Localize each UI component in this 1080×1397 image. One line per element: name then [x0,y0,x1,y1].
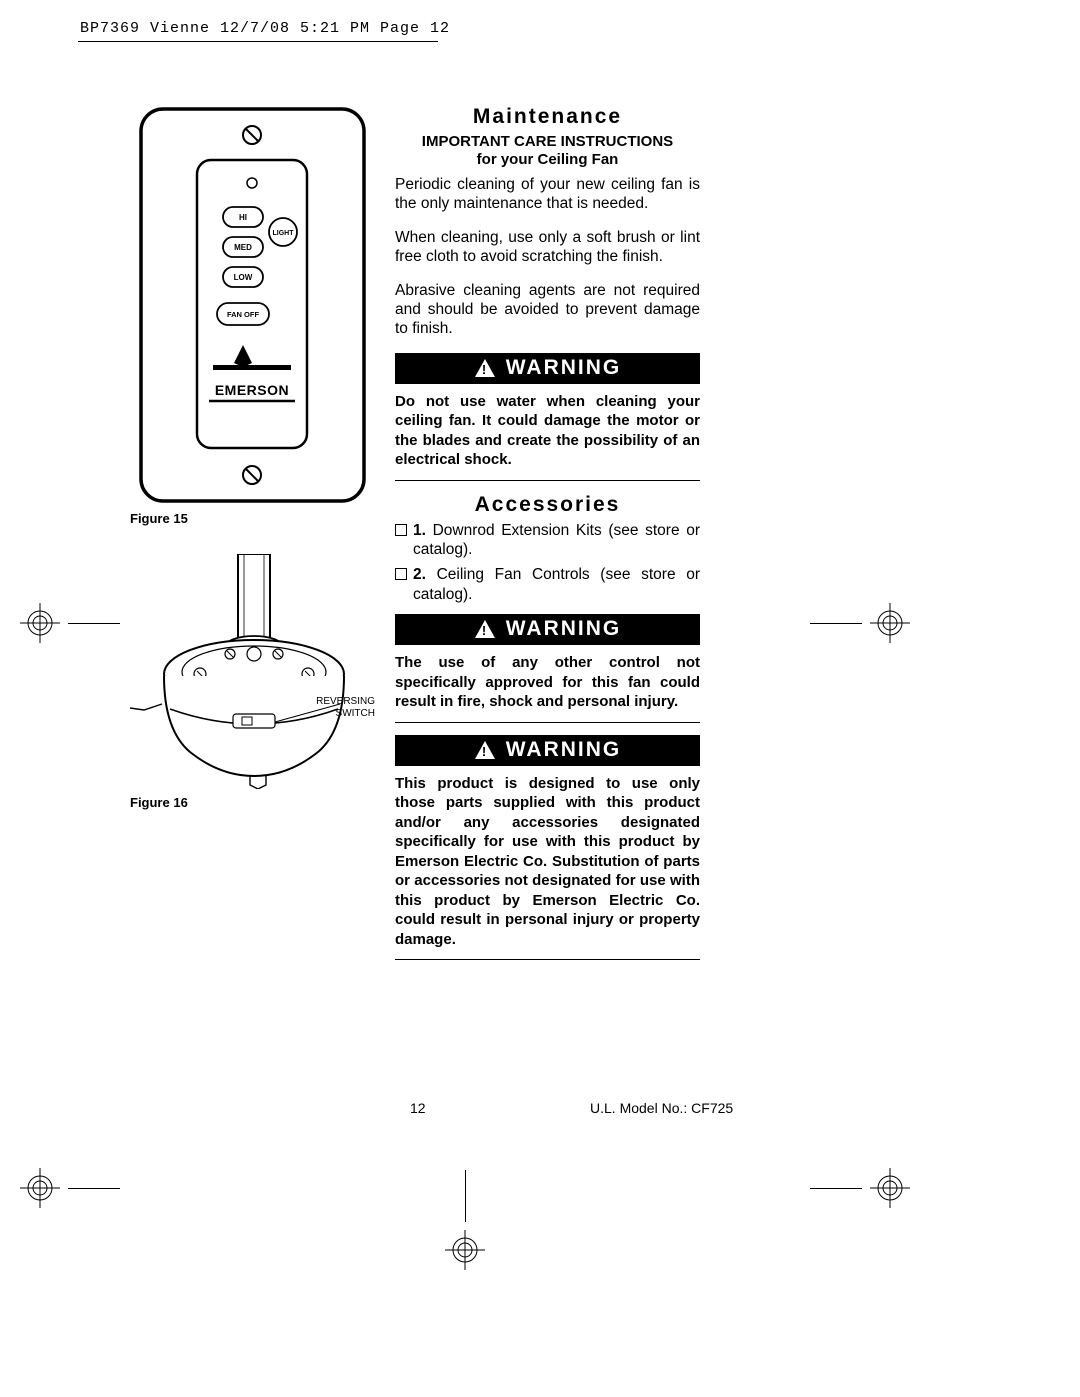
crop-mark [810,1188,862,1189]
warning-triangle-icon: ! [474,619,496,639]
warning-bar-1: ! WARNING [395,353,700,384]
registration-mark-left [20,603,60,643]
checkbox-icon [395,524,407,536]
warning-label: WARNING [506,356,622,380]
warning-label: WARNING [506,738,622,762]
checkbox-icon [395,568,407,580]
warning-3-text: This product is designed to use only tho… [395,766,700,961]
registration-mark-bottom [445,1230,485,1270]
figure-16-caption: Figure 16 [130,795,375,810]
maintenance-p2: When cleaning, use only a soft brush or … [395,228,700,267]
accessories-heading: Accessories [395,493,700,517]
accessory-item-1: 1. Downrod Extension Kits (see store or … [395,521,700,560]
warning-1-text: Do not use water when cleaning your ceil… [395,384,700,481]
crop-mark [68,1188,120,1189]
pdf-header-slug: BP7369 Vienne 12/7/08 5:21 PM Page 12 [80,20,450,37]
warning-2-text: The use of any other control not specifi… [395,645,700,723]
remote-btn-hi: HI [239,213,247,222]
svg-text:!: ! [482,744,488,759]
model-number: U.L. Model No.: CF725 [590,1100,733,1116]
figure-16-fanbase: REVERSING SWITCH [130,554,375,789]
maintenance-p3: Abrasive cleaning agents are not require… [395,281,700,339]
figure-15-remote: HI MED LOW LIGHT FAN OFF EMERSON [135,105,370,505]
registration-mark-bl [20,1168,60,1208]
svg-text:!: ! [482,362,488,377]
reversing-switch-label-2: SWITCH [336,708,375,719]
remote-btn-fanoff: FAN OFF [227,310,259,319]
page-number: 12 [410,1100,426,1116]
crop-mark [810,623,862,624]
svg-text:!: ! [482,623,488,638]
registration-mark-right [870,603,910,643]
warning-bar-3: ! WARNING [395,735,700,766]
crop-mark [465,1170,466,1222]
maintenance-p1: Periodic cleaning of your new ceiling fa… [395,175,700,214]
warning-bar-2: ! WARNING [395,614,700,645]
reversing-switch-label-1: REVERSING [316,696,375,707]
care-instructions-subhead: IMPORTANT CARE INSTRUCTIONS for your Cei… [395,133,700,169]
text-column: Maintenance IMPORTANT CARE INSTRUCTIONS … [395,105,700,972]
crop-mark [68,623,120,624]
accessory-item-2: 2. Ceiling Fan Controls (see store or ca… [395,565,700,604]
figures-column: HI MED LOW LIGHT FAN OFF EMERSON Figure … [130,105,375,972]
warning-triangle-icon: ! [474,740,496,760]
figure-15-caption: Figure 15 [130,511,375,526]
warning-triangle-icon: ! [474,358,496,378]
page-content: HI MED LOW LIGHT FAN OFF EMERSON Figure … [130,105,730,972]
remote-btn-light: LIGHT [273,230,295,237]
remote-btn-low: LOW [234,273,253,282]
header-rule [78,41,438,42]
remote-brand: EMERSON [215,382,289,398]
maintenance-heading: Maintenance [395,105,700,129]
warning-label: WARNING [506,617,622,641]
remote-btn-med: MED [234,243,252,252]
registration-mark-br [870,1168,910,1208]
